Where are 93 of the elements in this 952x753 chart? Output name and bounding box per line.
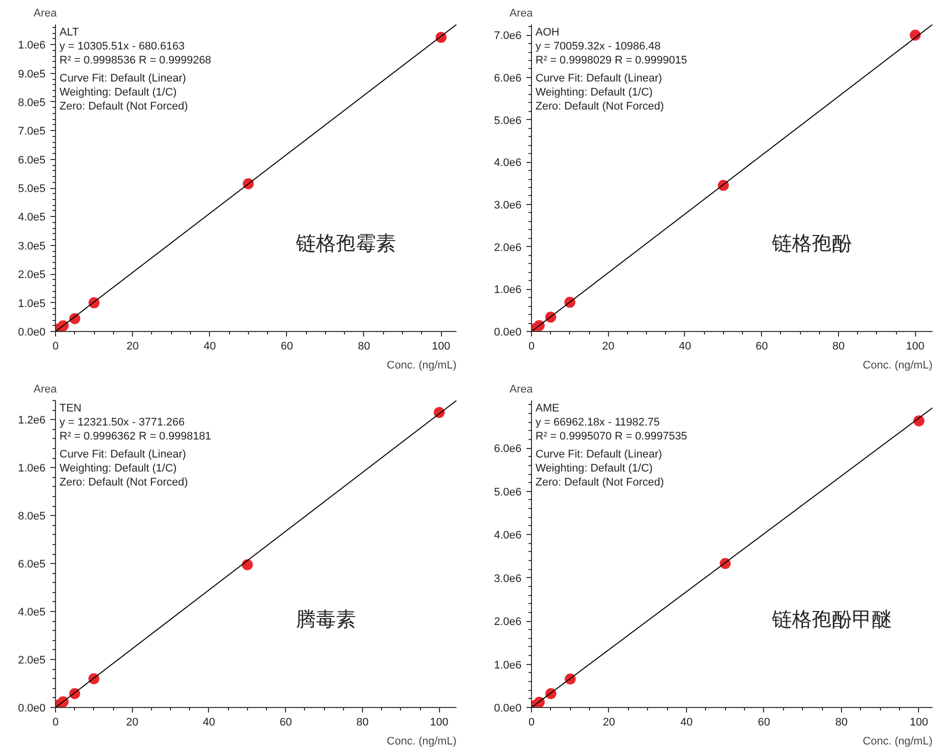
- y-tick-label: 8.0e5: [18, 96, 46, 109]
- y-tick-label: 6.0e5: [18, 558, 46, 571]
- y-axis-title: Area: [34, 8, 58, 20]
- x-tick-label: 80: [832, 340, 845, 352]
- chart-title: AOH: [536, 26, 560, 38]
- x-tick-label: 20: [602, 716, 616, 728]
- annotation: Weighting: Default (1/C): [536, 86, 653, 98]
- annotation: Zero: Default (Not Forced): [60, 476, 188, 488]
- y-tick-label: 4.0e5: [18, 212, 46, 224]
- y-tick-label: 1.0e6: [494, 284, 522, 296]
- annotation: R² = 0.9998029 R = 0.9999015: [536, 54, 688, 66]
- annotation: 链格孢霉素: [295, 230, 396, 255]
- y-tick-label: 0.0e0: [18, 326, 46, 338]
- y-tick-label: 0.0e0: [18, 702, 46, 714]
- y-tick-label: 2.0e5: [18, 654, 46, 667]
- y-tick-label: 7.0e6: [494, 30, 522, 42]
- x-axis-title: Conc. (ng/mL): [862, 736, 933, 748]
- x-axis-title: Conc. (ng/mL): [386, 736, 457, 748]
- annotation: y = 10305.51x - 680.6163: [60, 40, 185, 52]
- x-axis-title: Conc. (ng/mL): [862, 360, 933, 372]
- x-tick-label: 80: [356, 716, 369, 728]
- x-tick-label: 100: [906, 340, 924, 352]
- annotation: Weighting: Default (1/C): [60, 462, 177, 474]
- y-tick-label: 5.0e5: [18, 183, 46, 196]
- x-tick-label: 40: [680, 716, 693, 728]
- x-tick-label: 100: [910, 716, 928, 728]
- y-tick-label: 2.0e5: [18, 269, 46, 282]
- annotation: R² = 0.9995070 R = 0.9997535: [536, 430, 688, 442]
- x-tick-label: 0: [52, 716, 59, 728]
- x-tick-label: 100: [432, 340, 450, 352]
- x-tick-label: 20: [126, 340, 139, 352]
- y-tick-label: 1.0e6: [18, 40, 46, 52]
- y-tick-label: 0.0e0: [494, 702, 522, 714]
- annotation: Weighting: Default (1/C): [60, 86, 177, 98]
- annotation: 链格孢酚甲醚: [771, 606, 892, 631]
- x-tick-label: 40: [678, 340, 692, 352]
- y-tick-label: 6.0e5: [18, 154, 46, 166]
- x-tick-label: 20: [602, 340, 614, 352]
- y-tick-label: 5.0e6: [494, 486, 522, 498]
- annotation: Zero: Default (Not Forced): [60, 100, 188, 112]
- y-tick-label: 1.0e6: [494, 659, 522, 672]
- annotation: y = 12321.50x - 3771.266: [60, 416, 185, 428]
- x-tick-label: 20: [126, 716, 138, 728]
- y-axis-title: Area: [510, 8, 534, 20]
- x-tick-label: 100: [430, 716, 448, 728]
- annotation: Zero: Default (Not Forced): [536, 100, 664, 112]
- y-tick-label: 7.0e5: [18, 126, 46, 138]
- y-tick-label: 8.0e5: [18, 510, 46, 523]
- x-tick-label: 40: [204, 340, 216, 352]
- y-tick-label: 2.0e6: [494, 242, 522, 254]
- annotation: Weighting: Default (1/C): [536, 462, 653, 474]
- x-tick-label: 60: [280, 716, 292, 728]
- annotation: R² = 0.9996362 R = 0.9998181: [60, 430, 212, 442]
- annotation: 腾毒素: [296, 606, 356, 631]
- annotation: R² = 0.9998536 R = 0.9999268: [60, 54, 212, 66]
- chart-title: TEN: [60, 402, 82, 414]
- y-tick-label: 1.2e6: [18, 414, 46, 427]
- x-tick-label: 60: [758, 716, 770, 728]
- y-tick-label: 9.0e5: [18, 68, 46, 80]
- annotation: y = 66962.18x - 11982.75: [536, 416, 660, 428]
- x-axis-title: Conc. (ng/mL): [386, 360, 457, 372]
- y-tick-label: 3.0e5: [18, 240, 46, 252]
- annotation: y = 70059.32x - 10986.48: [536, 40, 661, 52]
- y-tick-label: 4.0e5: [18, 606, 46, 619]
- annotation: Curve Fit: Default (Linear): [60, 72, 186, 84]
- chart-title: ALT: [60, 26, 80, 38]
- y-tick-label: 3.0e6: [494, 199, 522, 212]
- y-tick-label: 6.0e6: [494, 72, 522, 84]
- y-tick-label: 2.0e6: [494, 616, 522, 628]
- x-tick-label: 40: [202, 716, 216, 728]
- chart-title: AME: [536, 402, 560, 414]
- annotation: 链格孢酚: [771, 230, 852, 255]
- y-axis-title: Area: [34, 384, 58, 396]
- y-tick-label: 1.0e5: [18, 298, 46, 310]
- annotation: Curve Fit: Default (Linear): [60, 448, 186, 460]
- x-tick-label: 80: [358, 340, 370, 352]
- y-tick-label: 3.0e6: [494, 572, 522, 585]
- annotation: Zero: Default (Not Forced): [536, 476, 664, 488]
- x-tick-label: 0: [528, 716, 535, 728]
- x-tick-label: 60: [280, 340, 293, 352]
- y-axis-title: Area: [510, 384, 534, 396]
- y-tick-label: 4.0e6: [494, 157, 522, 170]
- y-tick-label: 4.0e6: [494, 530, 522, 542]
- x-tick-label: 0: [52, 340, 59, 352]
- y-tick-label: 5.0e6: [494, 114, 522, 127]
- y-tick-label: 1.0e6: [18, 462, 46, 475]
- x-tick-label: 80: [835, 716, 848, 728]
- y-tick-label: 0.0e0: [494, 326, 522, 338]
- y-tick-label: 6.0e6: [494, 443, 522, 456]
- annotation: Curve Fit: Default (Linear): [536, 72, 662, 84]
- x-tick-label: 60: [756, 340, 768, 352]
- annotation: Curve Fit: Default (Linear): [536, 448, 662, 460]
- x-tick-label: 0: [528, 340, 535, 352]
